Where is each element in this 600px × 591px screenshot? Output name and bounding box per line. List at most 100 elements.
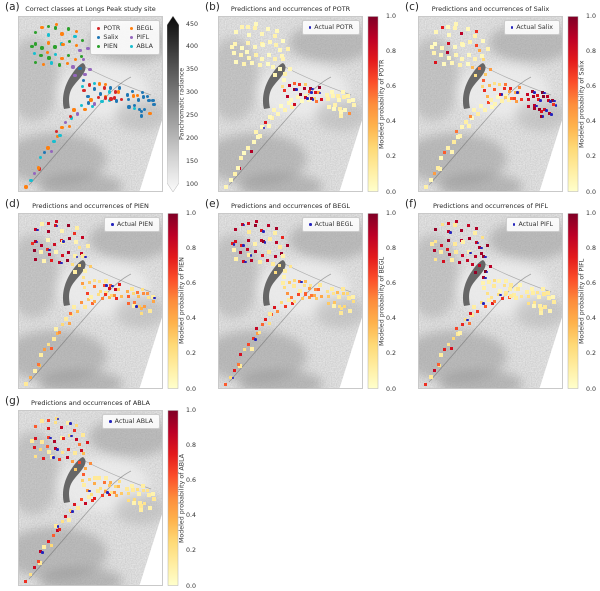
prediction-marker bbox=[331, 94, 336, 99]
class-marker bbox=[127, 105, 131, 109]
prediction-marker bbox=[500, 99, 505, 104]
prediction-marker bbox=[472, 108, 477, 113]
class-marker bbox=[40, 46, 44, 50]
prediction-marker bbox=[314, 296, 318, 300]
prediction-marker bbox=[552, 103, 556, 107]
class-marker bbox=[57, 63, 62, 67]
actual-marker bbox=[553, 99, 557, 103]
prediction-marker bbox=[297, 82, 301, 86]
actual-marker bbox=[533, 91, 536, 94]
prediction-marker bbox=[479, 103, 484, 108]
actual-marker bbox=[88, 489, 92, 493]
prediction-marker bbox=[476, 309, 480, 313]
prediction-marker bbox=[482, 89, 486, 93]
class-marker bbox=[30, 44, 34, 49]
class-marker bbox=[38, 155, 43, 160]
prediction-marker bbox=[297, 279, 301, 283]
prediction-marker bbox=[468, 115, 472, 119]
prediction-marker bbox=[250, 258, 254, 262]
class-marker bbox=[143, 107, 147, 112]
colorbar-label: Modeled probability of PIFL bbox=[578, 258, 586, 344]
actual-marker bbox=[550, 112, 554, 116]
prediction-marker bbox=[434, 257, 438, 261]
prediction-marker bbox=[73, 254, 78, 259]
actual-marker bbox=[62, 240, 65, 243]
prediction-marker bbox=[430, 241, 435, 246]
prediction-marker bbox=[478, 245, 482, 249]
panel-title: Correct classes at Longs Peak study site bbox=[25, 5, 156, 13]
prediction-marker bbox=[265, 61, 270, 66]
prediction-marker bbox=[103, 490, 107, 494]
probability-colorbar bbox=[367, 213, 379, 389]
prediction-marker bbox=[89, 295, 94, 300]
prediction-marker bbox=[542, 95, 546, 99]
class-marker bbox=[148, 111, 152, 116]
actual-marker bbox=[70, 510, 74, 513]
prediction-marker bbox=[466, 250, 471, 255]
prediction-marker bbox=[104, 488, 108, 492]
colorbar-tick: 350 bbox=[186, 66, 199, 74]
colorbar-label: Modeled probability of BEGL bbox=[378, 256, 386, 346]
prediction-marker bbox=[472, 231, 477, 236]
prediction-marker bbox=[73, 428, 77, 432]
prediction-marker bbox=[93, 299, 97, 303]
prediction-marker bbox=[513, 287, 518, 292]
prediction-marker bbox=[246, 32, 251, 37]
prediction-marker bbox=[303, 293, 307, 297]
colorbar-label: Modeled probability of ABLA bbox=[178, 453, 186, 543]
prediction-marker bbox=[457, 330, 462, 335]
class-marker bbox=[152, 102, 156, 107]
prediction-marker bbox=[88, 461, 92, 465]
prediction-marker bbox=[472, 34, 477, 39]
prediction-marker bbox=[137, 501, 142, 506]
legend-item: Salix bbox=[97, 33, 120, 42]
prediction-marker bbox=[60, 426, 64, 430]
prediction-marker bbox=[78, 245, 82, 249]
actual-marker bbox=[70, 434, 73, 438]
class-marker bbox=[46, 41, 51, 45]
prediction-marker bbox=[279, 301, 283, 305]
actual-marker bbox=[153, 296, 157, 300]
prediction-marker bbox=[112, 293, 116, 297]
prediction-marker bbox=[487, 83, 491, 87]
prediction-marker bbox=[341, 94, 346, 99]
class-marker bbox=[60, 32, 64, 36]
class-marker bbox=[146, 94, 150, 99]
prediction-marker bbox=[150, 492, 155, 497]
legend-item: POTR bbox=[97, 24, 120, 33]
prediction-marker bbox=[532, 107, 536, 111]
prediction-marker bbox=[282, 89, 286, 93]
prediction-marker bbox=[151, 496, 156, 501]
prediction-marker bbox=[92, 284, 96, 288]
prediction-marker bbox=[39, 440, 44, 445]
prediction-marker bbox=[232, 248, 237, 253]
prediction-marker bbox=[59, 228, 64, 233]
prediction-marker bbox=[232, 171, 237, 176]
actual-marker bbox=[254, 337, 258, 341]
prediction-marker bbox=[325, 290, 329, 294]
prediction-marker bbox=[298, 92, 302, 96]
prediction-marker bbox=[131, 291, 135, 295]
actual-marker bbox=[554, 104, 558, 107]
prediction-marker bbox=[53, 420, 57, 424]
actual-marker bbox=[56, 525, 60, 528]
prediction-marker bbox=[114, 287, 118, 291]
class-marker bbox=[71, 65, 75, 69]
prediction-marker bbox=[348, 112, 352, 116]
prediction-marker bbox=[460, 229, 464, 233]
class-marker bbox=[86, 94, 90, 99]
prediction-marker bbox=[247, 55, 251, 60]
prediction-marker bbox=[481, 84, 485, 88]
prediction-marker bbox=[257, 133, 262, 138]
class-legend-marker bbox=[130, 36, 134, 39]
actual-marker bbox=[311, 98, 315, 101]
prediction-marker bbox=[488, 67, 492, 71]
prediction-marker bbox=[307, 295, 311, 299]
class-marker bbox=[83, 72, 87, 76]
prediction-marker bbox=[497, 82, 501, 86]
prediction-marker bbox=[242, 259, 246, 263]
prediction-marker bbox=[96, 489, 101, 494]
prediction-marker bbox=[467, 39, 472, 44]
trail-line bbox=[428, 273, 532, 383]
prediction-marker bbox=[433, 172, 437, 176]
